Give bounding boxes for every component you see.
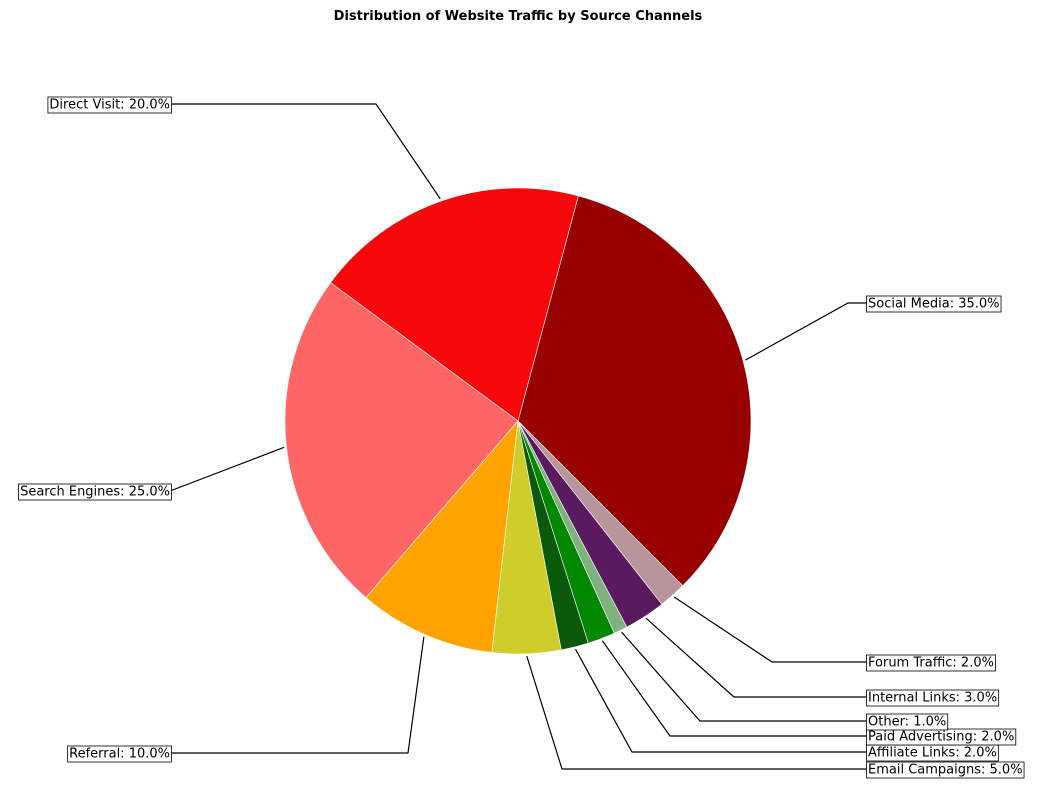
label-text: Affiliate Links: 2.0% [868, 746, 997, 761]
pie-slice-direct-visit [330, 187, 579, 422]
label-box [47, 96, 172, 114]
pie-slice-forum-traffic [517, 420, 684, 605]
slice-label-direct-visit: Direct Visit: 20.0% [47, 96, 172, 114]
leader-line-internal-links [645, 617, 868, 698]
label-text: Other: 1.0% [868, 715, 946, 730]
label-text: Paid Advertising: 2.0% [868, 730, 1014, 745]
slice-labels: Social Media: 35.0% Direct Visit: 20.0% Se… [18, 96, 1025, 779]
label-text: Search Engines: 25.0% [20, 485, 170, 500]
label-box [18, 483, 172, 501]
pie-slice-social-media [517, 195, 752, 587]
leader-line-referral [170, 636, 425, 754]
leader-line-other [621, 631, 868, 722]
label-box [866, 689, 1000, 707]
leader-line-direct-visit [170, 103, 441, 200]
label-text: Email Campaigns: 5.0% [868, 763, 1023, 778]
slice-label-other: Other: 1.0% [866, 713, 949, 731]
label-text: Internal Links: 3.0% [868, 691, 997, 706]
label-text: Referral: 10.0% [69, 747, 170, 762]
label-box [866, 654, 996, 672]
slice-label-referral: Referral: 10.0% [67, 745, 172, 763]
label-text: Direct Visit: 20.0% [49, 98, 170, 113]
slice-label-search-engines: Search Engines: 25.0% [18, 483, 172, 501]
label-text: Social Media: 35.0% [868, 297, 1000, 312]
label-box [866, 713, 949, 731]
slice-label-social-media: Social Media: 35.0% [866, 295, 1002, 313]
slice-label-affiliate-links: Affiliate Links: 2.0% [866, 744, 999, 762]
label-box [866, 295, 1002, 313]
leader-line-paid-advertising [601, 640, 868, 737]
label-box [866, 761, 1025, 779]
leader-lines [169, 103, 868, 770]
slice-label-paid-advertising: Paid Advertising: 2.0% [866, 728, 1017, 746]
label-box [67, 745, 172, 763]
leader-line-search-engines [169, 446, 285, 492]
pie-slices [284, 187, 752, 655]
leader-line-affiliate-links [574, 648, 868, 753]
leader-line-email-campaigns [526, 655, 868, 770]
leader-line-forum-traffic [673, 596, 868, 663]
chart-title: Distribution of Website Traffic by Sourc… [334, 9, 703, 24]
slice-label-forum-traffic: Forum Traffic: 2.0% [866, 654, 996, 672]
label-text: Forum Traffic: 2.0% [868, 656, 994, 671]
slice-label-email-campaigns: Email Campaigns: 5.0% [866, 761, 1025, 779]
pie-slice-search-engines [284, 282, 519, 599]
slice-label-internal-links: Internal Links: 3.0% [866, 689, 1000, 707]
pie-slice-referral [365, 420, 519, 653]
leader-line-social-media [745, 302, 868, 361]
